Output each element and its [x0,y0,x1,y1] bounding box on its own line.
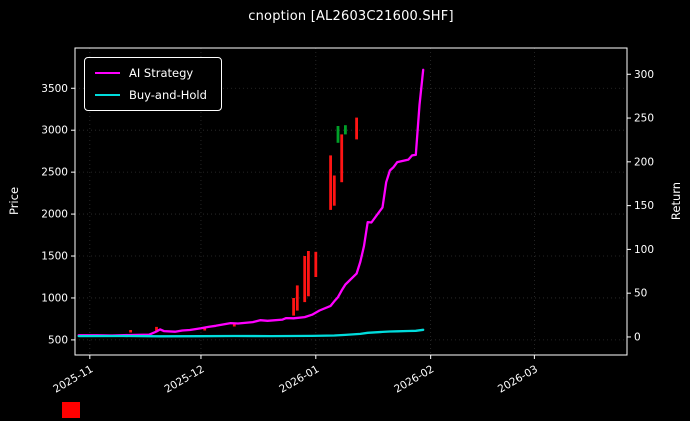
candle [292,298,295,316]
candle [340,134,344,183]
x-tick-label: 2026-03 [496,363,540,395]
candle [303,256,307,303]
red-marker [62,402,80,418]
y-tick-label-right: 300 [634,69,654,81]
candle [307,251,310,297]
x-tick-label: 2025-12 [163,363,207,395]
series-line-0 [77,68,425,337]
y-tick-label-left: 1500 [41,251,68,263]
candle [355,117,358,140]
chart-title: cnoption [AL2603C21600.SHF] [248,9,454,24]
y-tick-label-right: 250 [634,113,654,125]
x-tick-label: 2026-01 [277,363,321,395]
legend-item-ai-strategy: AI Strategy [95,66,207,80]
y-tick-label-right: 0 [634,331,641,343]
candle [332,175,336,206]
candle [329,155,332,210]
candle [155,326,158,332]
x-tick-label: 2025-11 [51,363,95,395]
y-tick-label-left: 2000 [41,209,68,221]
y-tick-label-right: 50 [634,288,647,300]
y-tick-label-left: 2500 [41,167,68,179]
y-tick-label-right: 200 [634,156,654,168]
ai-strategy-line-swatch [95,72,120,74]
candle [129,330,132,333]
candle [295,285,299,311]
y-tick-label-right: 150 [634,200,654,212]
legend: AI Strategy Buy-and-Hold [84,57,222,111]
y-tick-label-right: 100 [634,244,654,256]
buy-and-hold-line-swatch [95,94,120,96]
plot-border [74,47,628,356]
candle [232,323,236,327]
candle [336,126,340,143]
legend-label-buy-and-hold: Buy-and-Hold [129,88,207,102]
candle [314,251,318,277]
y-tick-label-left: 1000 [41,292,68,304]
candle [203,328,207,331]
y-tick-label-left: 3500 [41,83,68,95]
series-line-1 [77,328,425,338]
legend-label-ai-strategy: AI Strategy [129,66,194,80]
legend-item-buy-and-hold: Buy-and-Hold [95,88,207,102]
candle [344,125,347,135]
x-tick-label: 2026-02 [392,363,436,395]
y-tick-label-left: 3000 [41,125,68,137]
y-tick-label-left: 500 [48,334,68,346]
